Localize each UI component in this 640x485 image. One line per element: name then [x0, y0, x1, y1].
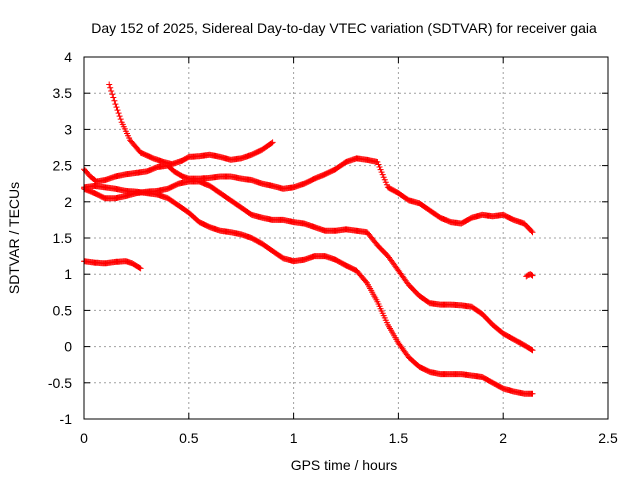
data-point-track-a — [109, 91, 116, 98]
y-tick-label: -1 — [60, 411, 73, 427]
data-point-track-f — [528, 271, 535, 278]
axis-ticks: 0 0.5 1 1.5 2 2.5 -1 -0.5 0 0.5 1 1.5 2 2.5 3 3.5 4 — [48, 49, 618, 446]
x-tick-label: 2 — [499, 430, 507, 446]
data-point-track-c — [528, 346, 535, 353]
data-point-track-a — [110, 94, 117, 101]
x-tick-label: 0.5 — [179, 430, 199, 446]
y-tick-label: 1 — [64, 266, 72, 282]
data-point-track-b — [528, 228, 535, 235]
data-point-track-a — [117, 116, 124, 123]
data-point-track-a — [107, 84, 114, 91]
data-point-track-a — [112, 101, 119, 108]
data-point-track-a — [108, 88, 115, 94]
data-point-track-b — [379, 171, 386, 178]
data-point-track-e — [137, 265, 144, 272]
data-point-track-a — [113, 104, 120, 111]
grid-lines — [84, 57, 608, 419]
y-tick-label: 2.5 — [53, 158, 73, 174]
data-point-track-a — [268, 140, 275, 147]
data-point-track-a — [115, 110, 122, 117]
data-point-track-a — [106, 81, 113, 88]
data-point-track-c — [529, 347, 536, 354]
data-point-track-f — [529, 272, 536, 279]
y-tick-label: 0.5 — [53, 302, 73, 318]
y-tick-label: 0 — [64, 339, 72, 355]
x-tick-label: 0 — [80, 430, 88, 446]
data-point-track-a — [111, 97, 118, 104]
data-point-track-b — [529, 229, 536, 236]
y-tick-label: 3 — [64, 121, 72, 137]
x-tick-label: 1 — [290, 430, 298, 446]
data-point-track-d — [362, 278, 369, 285]
chart-title: Day 152 of 2025, Sidereal Day-to-day VTE… — [91, 20, 597, 36]
x-tick-label: 2.5 — [598, 430, 618, 446]
data-points — [81, 81, 536, 397]
y-tick-label: 2 — [64, 194, 72, 210]
y-axis-label: SDTVAR / TECUs — [6, 182, 22, 294]
data-point-track-b — [376, 164, 383, 170]
data-point-track-d — [529, 390, 536, 397]
data-point-track-a — [114, 107, 121, 114]
data-point-track-e — [136, 264, 143, 271]
y-tick-label: -0.5 — [48, 375, 72, 391]
y-tick-label: 4 — [64, 49, 72, 65]
data-point-track-b — [381, 176, 388, 183]
x-axis-label: GPS time / hours — [291, 457, 398, 473]
data-point-track-a — [269, 139, 276, 146]
y-tick-label: 3.5 — [53, 85, 73, 101]
x-tick-label: 1.5 — [389, 430, 409, 446]
data-point-track-a — [116, 113, 123, 120]
y-tick-label: 1.5 — [53, 230, 73, 246]
